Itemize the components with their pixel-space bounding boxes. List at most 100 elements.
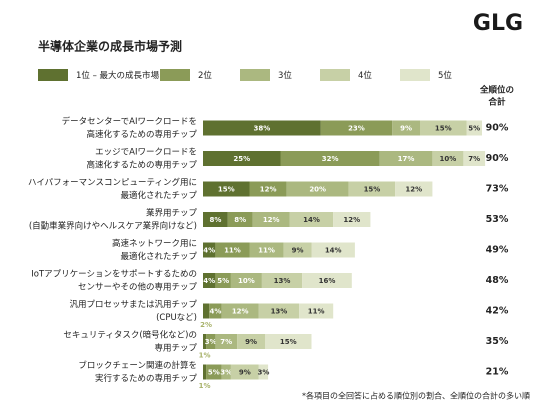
bar-segment bbox=[265, 334, 312, 349]
total-label: 90% bbox=[486, 123, 509, 134]
bar-segment bbox=[432, 151, 464, 166]
bar-segment bbox=[258, 364, 269, 380]
category-label: 業界用チップ bbox=[146, 208, 198, 219]
value-label: 9% bbox=[239, 369, 251, 377]
value-label: 3% bbox=[205, 338, 217, 346]
value-label: 4% bbox=[203, 277, 215, 285]
value-label: 9% bbox=[245, 338, 257, 346]
category-label: (CPUなど) bbox=[156, 313, 197, 323]
value-label: 8% bbox=[209, 216, 221, 224]
bar-segment bbox=[203, 242, 216, 258]
category-label: セキュリティタスク(暗号化など)の bbox=[63, 330, 197, 341]
total-label: 48% bbox=[486, 275, 509, 286]
value-label: 12% bbox=[405, 186, 422, 194]
value-label: 9% bbox=[292, 247, 304, 255]
logo: GLG bbox=[473, 11, 523, 36]
bar-segment bbox=[203, 334, 207, 349]
value-label: 12% bbox=[343, 216, 360, 224]
value-label: 7% bbox=[220, 338, 232, 346]
value-label: 5% bbox=[217, 277, 229, 285]
bar-segment bbox=[203, 181, 250, 197]
value-label: 15% bbox=[364, 186, 381, 194]
value-label: 11% bbox=[224, 247, 241, 255]
bar-segment bbox=[215, 242, 250, 258]
category-label: ハイパフォーマンスコンピューティング用に bbox=[28, 177, 197, 188]
bar-segment bbox=[203, 212, 228, 227]
value-label: 15% bbox=[218, 186, 235, 194]
value-label: 25% bbox=[233, 155, 250, 163]
value-label: 4% bbox=[203, 247, 215, 255]
category-label: 高速化するための専用チップ bbox=[86, 129, 197, 140]
bar-segment bbox=[206, 364, 222, 380]
value-label: 32% bbox=[322, 155, 339, 163]
total-label: 35% bbox=[486, 336, 509, 347]
value-label: 23% bbox=[348, 125, 365, 133]
category-label: ブロックチェーン関連の計算を bbox=[78, 360, 197, 371]
value-label: 17% bbox=[398, 155, 415, 163]
bar-segment bbox=[261, 273, 303, 288]
total-label: 90% bbox=[486, 153, 509, 164]
bar-segment bbox=[258, 303, 300, 319]
bar-segment bbox=[466, 120, 482, 136]
value-label: 12% bbox=[263, 216, 280, 224]
value-label: 8% bbox=[234, 216, 246, 224]
category-label: 最適化されたチップ bbox=[120, 251, 197, 262]
category-label: 高速化するための専用チップ bbox=[86, 160, 197, 171]
bar-segment bbox=[206, 334, 216, 349]
bar-segment bbox=[230, 273, 262, 288]
bar-segment bbox=[395, 181, 433, 197]
bar-segment bbox=[221, 364, 231, 380]
legend-swatch bbox=[400, 69, 430, 81]
bar-segment bbox=[252, 212, 290, 227]
legend-swatch bbox=[320, 69, 350, 81]
value-label: 5% bbox=[468, 125, 480, 133]
bar-segment bbox=[230, 364, 259, 380]
bar-segment bbox=[237, 334, 265, 349]
category-label: (自動車業界向けやヘルスケア業界向けなど) bbox=[29, 221, 197, 232]
category-label: IoTアプリケーションをサポートするための bbox=[31, 270, 197, 280]
bar-segment bbox=[215, 334, 238, 349]
value-label: 4% bbox=[209, 308, 221, 316]
legend-label: 4位 bbox=[358, 70, 372, 81]
total-label: 21% bbox=[486, 367, 509, 378]
category-label: センサーやその他の専用チップ bbox=[78, 282, 198, 293]
value-label: 9% bbox=[400, 125, 412, 133]
bar-segment bbox=[333, 212, 371, 227]
chart-title: 半導体企業の成長市場予測 bbox=[38, 39, 182, 54]
value-label: 15% bbox=[280, 338, 297, 346]
bar-segment bbox=[283, 242, 312, 258]
category-label: エッジでAIワークロードを bbox=[95, 148, 197, 158]
category-label: 最適化されたチップ bbox=[120, 190, 197, 201]
totals-header: 全順位の bbox=[479, 85, 514, 96]
bar-segment bbox=[302, 273, 352, 288]
value-label: 13% bbox=[274, 277, 291, 285]
category-label: データセンターでAIワークロードを bbox=[62, 116, 197, 127]
value-label: 11% bbox=[258, 247, 275, 255]
category-label: 実行するための専用チップ bbox=[95, 373, 198, 384]
value-label: 16% bbox=[319, 277, 336, 285]
value-label: 2% bbox=[200, 321, 212, 329]
bar-segment bbox=[215, 273, 231, 288]
legend-label: 5位 bbox=[438, 70, 452, 81]
value-label: 20% bbox=[309, 186, 326, 194]
value-label: 11% bbox=[308, 308, 325, 316]
bar-segment bbox=[209, 303, 222, 319]
value-label: 12% bbox=[232, 308, 249, 316]
value-label: 3% bbox=[258, 369, 270, 377]
value-label: 10% bbox=[440, 155, 457, 163]
bar-segment bbox=[299, 303, 334, 319]
total-label: 49% bbox=[486, 245, 509, 256]
legend-label: 2位 bbox=[198, 70, 212, 81]
value-label: 15% bbox=[435, 125, 452, 133]
bar-segment bbox=[348, 181, 396, 197]
bar-segment bbox=[289, 212, 334, 227]
value-label: 1% bbox=[199, 352, 211, 360]
value-label: 14% bbox=[325, 247, 342, 255]
bar-segment bbox=[227, 212, 253, 227]
value-label: 5% bbox=[208, 369, 220, 377]
bar-segment bbox=[320, 120, 393, 136]
legend-swatch bbox=[160, 69, 190, 81]
value-label: 3% bbox=[220, 369, 232, 377]
bar-segment bbox=[249, 242, 284, 258]
